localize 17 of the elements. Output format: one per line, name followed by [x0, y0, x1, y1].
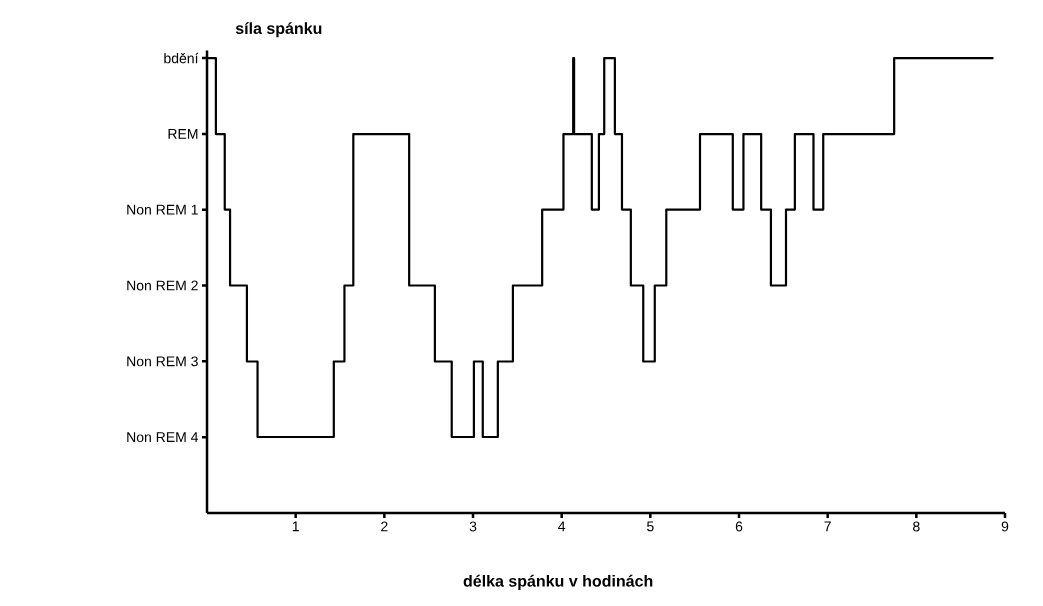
x-tick-label: 6	[735, 521, 743, 532]
x-tick-label: 4	[558, 521, 566, 532]
text: Non REM 4	[127, 432, 199, 443]
x-tick-label: 3	[469, 521, 477, 532]
y-axis-title: síla spánku	[235, 22, 322, 38]
x-tick-label: 5	[647, 521, 654, 532]
text: Non REM 3	[127, 356, 198, 367]
x-tick-label: 7	[824, 521, 831, 532]
x-tick-label: 2	[381, 521, 388, 532]
text: Non REM 2	[127, 280, 198, 291]
text: REM	[168, 129, 198, 139]
x-axis-title: délka spánku v hodinách	[463, 574, 653, 590]
text: Non REM 1	[127, 204, 198, 215]
x-tick-label: 1	[292, 521, 299, 532]
text: bdění	[164, 52, 199, 64]
x-tick-label: 8	[913, 521, 920, 532]
x-tick-label: 9	[1001, 521, 1009, 532]
